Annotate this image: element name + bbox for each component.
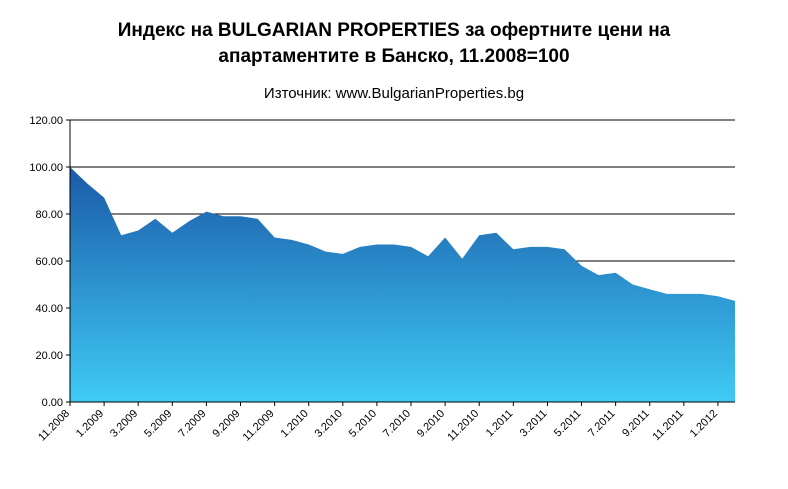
chart-title: Индекс на BULGARIAN PROPERTIES за офертн… (117, 20, 671, 67)
x-axis-tick-label: 1.2010 (279, 408, 311, 440)
x-axis-tick-label: 11.2009 (241, 408, 277, 444)
x-axis-tick-label: 11.2010 (445, 408, 481, 444)
x-axis-tick-label: 9.2010 (415, 408, 447, 440)
x-axis-tick-label: 5.2009 (142, 408, 174, 440)
y-axis-tick-label: 60.00 (35, 256, 63, 268)
x-axis-tick-label: 7.2009 (176, 408, 208, 440)
x-axis-tick-label: 9.2011 (620, 408, 652, 440)
y-axis-tick-label: 20.00 (35, 350, 63, 362)
x-axis-tick-label: 1.2012 (688, 408, 720, 440)
x-axis-tick-label: 3.2010 (313, 408, 345, 440)
x-axis-tick-label: 11.2011 (650, 408, 685, 443)
y-axis-tick-label: 0.00 (42, 397, 63, 409)
x-axis-tick-label: 5.2011 (552, 408, 584, 440)
x-axis-labels: 11.2008 1.2009 3.2009 5.2009 7.2009 9.200911.… (36, 402, 720, 444)
x-axis-tick-label: 1.2009 (74, 408, 106, 440)
x-axis-tick-label: 1.2011 (484, 408, 516, 440)
y-axis-tick-label: 80.00 (35, 209, 63, 221)
x-axis-tick-label: 3.2011 (518, 408, 550, 440)
chart-area: 0.00 20.00 40.00 60.00 80.00 100.00 120.00 11.2… (0, 112, 788, 477)
chart-svg: 0.00 20.00 40.00 60.00 80.00 100.00 120.00 11.2… (29, 115, 735, 444)
area-series (70, 167, 735, 403)
y-axis-tick-label: 40.00 (35, 303, 63, 315)
x-axis-tick-label: 9.2009 (210, 408, 242, 440)
x-axis-tick-label: 7.2011 (586, 408, 618, 440)
x-axis-tick-label: 3.2009 (108, 408, 140, 440)
y-axis-tick-label: 120.00 (29, 115, 63, 127)
chart-subtitle: Източник: www.BulgarianProperties.bg (263, 85, 525, 103)
x-axis-tick-label: 11.2008 (36, 408, 72, 444)
x-axis-tick-label: 5.2010 (347, 408, 379, 440)
y-axis-labels: 0.00 20.00 40.00 60.00 80.00 100.00 120.00 (29, 115, 70, 409)
x-axis-tick-label: 7.2010 (381, 408, 413, 440)
y-axis-tick-label: 100.00 (29, 162, 63, 174)
